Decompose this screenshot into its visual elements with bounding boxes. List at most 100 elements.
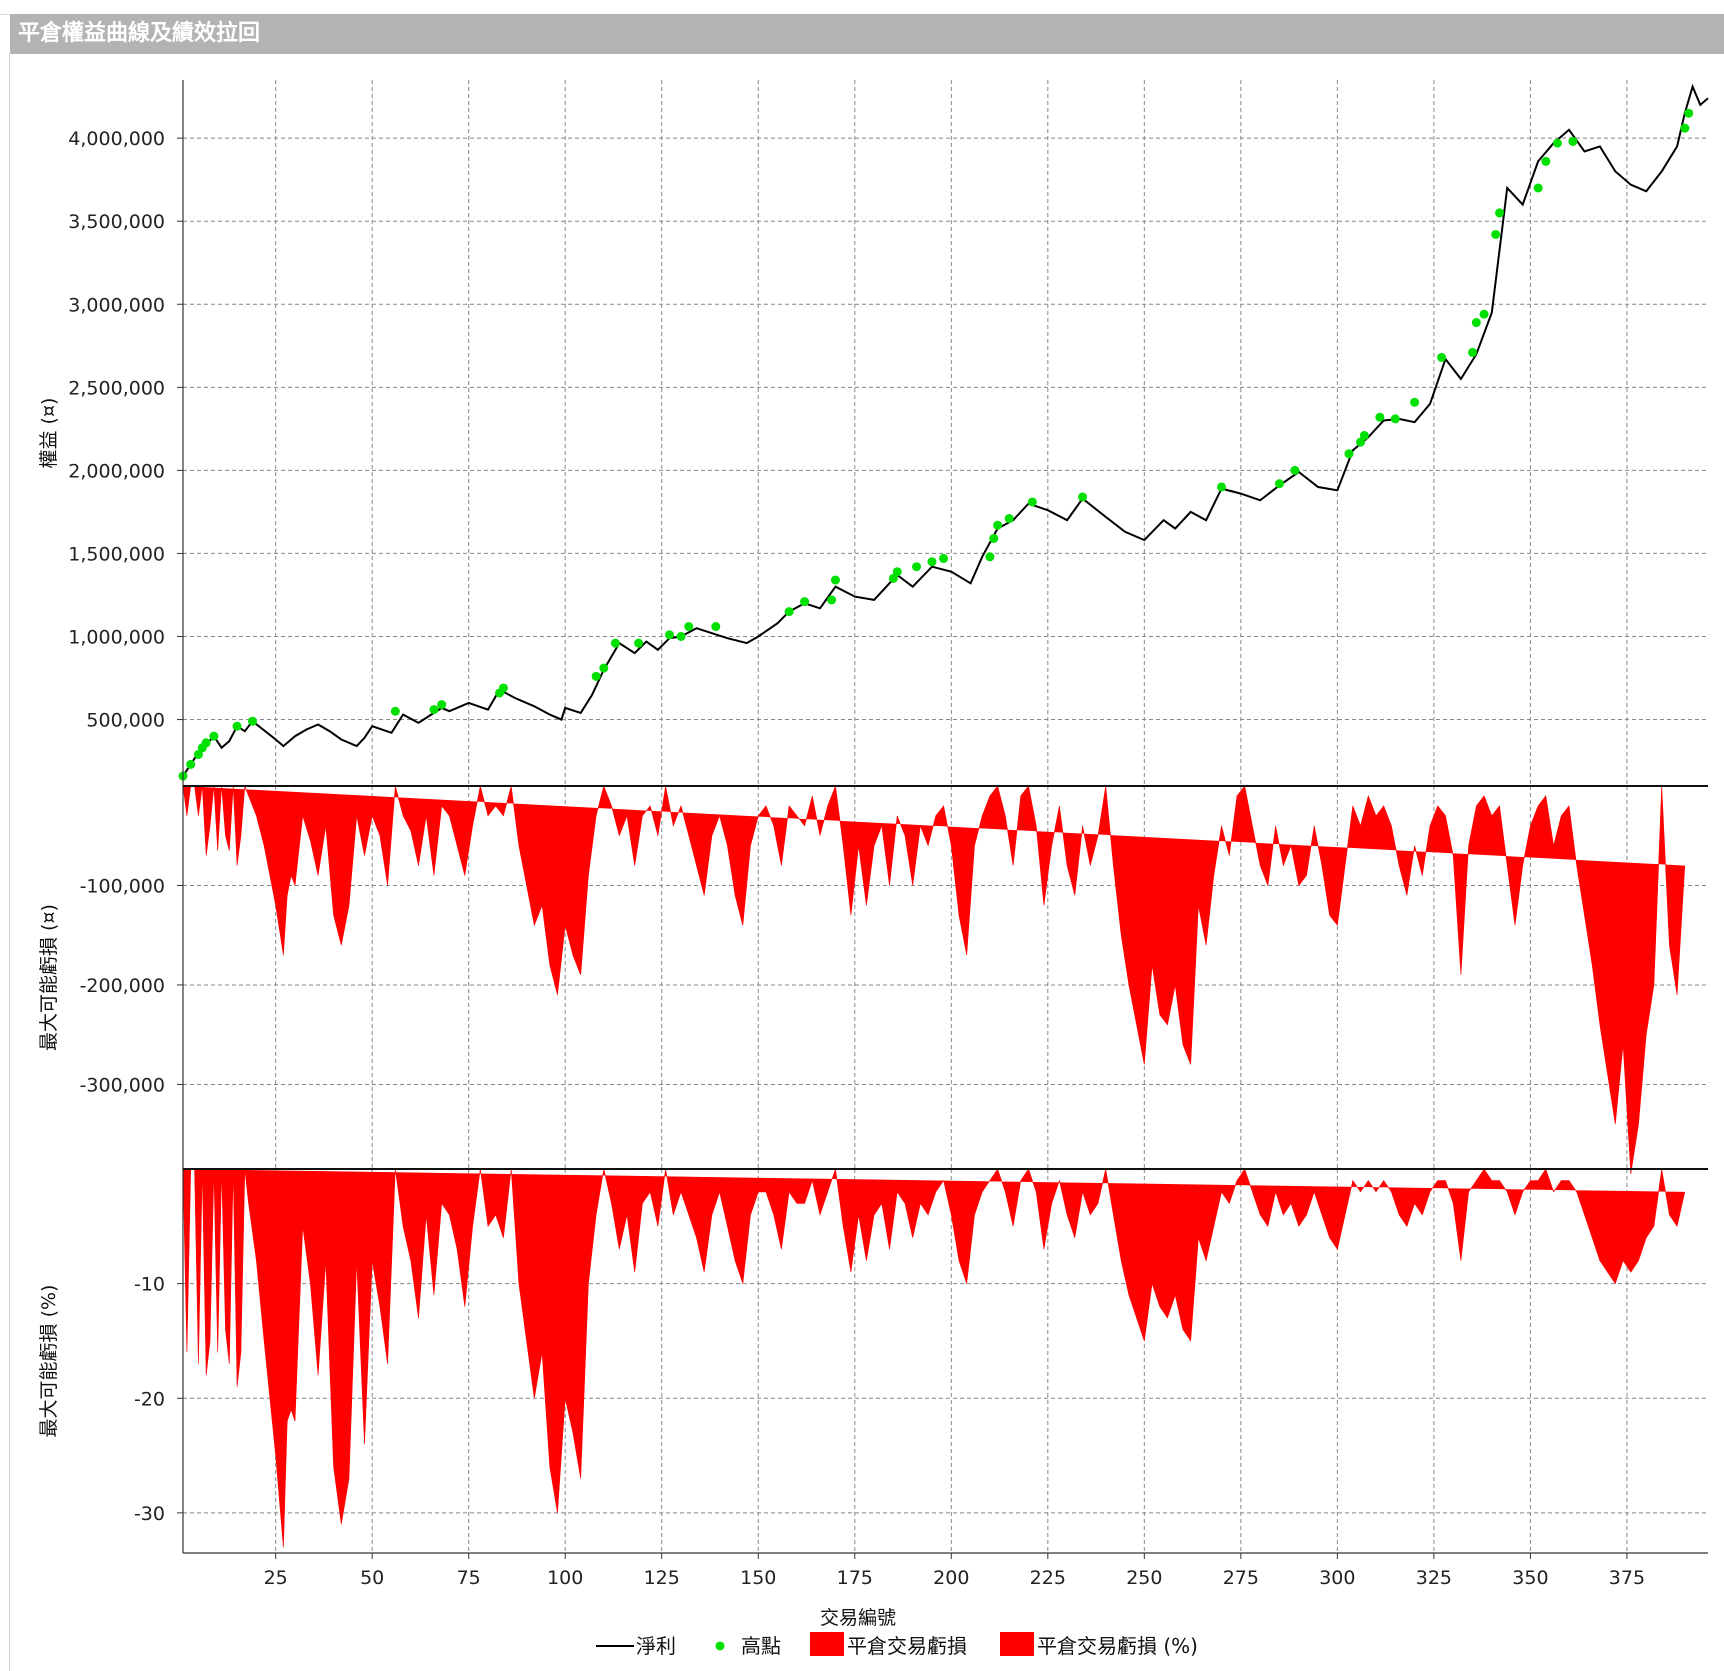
high-point [830, 575, 840, 585]
high-point [1217, 482, 1227, 492]
legend-label: 高點 [741, 1634, 781, 1658]
y-tick-label: -100,000 [80, 875, 165, 897]
high-point [664, 630, 674, 640]
high-point [985, 552, 995, 562]
y-tick-label: 500,000 [86, 710, 165, 732]
high-point [1471, 318, 1481, 328]
high-point [1375, 412, 1385, 422]
x-tick-label: 200 [933, 1567, 969, 1589]
high-point [201, 738, 211, 748]
high-point [939, 553, 949, 563]
y-axis-label: 最大可能虧損 (¤) [38, 904, 60, 1051]
high-point [993, 520, 1003, 530]
high-point [437, 700, 447, 710]
high-point [989, 533, 999, 543]
y-tick-label: 1,000,000 [68, 626, 165, 648]
x-tick-label: 275 [1223, 1567, 1259, 1589]
x-tick-label: 300 [1319, 1567, 1355, 1589]
high-point [390, 706, 400, 716]
high-point [247, 716, 257, 726]
high-point [1552, 138, 1562, 148]
x-axis-label: 交易編號 [820, 1607, 896, 1629]
x-tick-label: 75 [457, 1567, 481, 1589]
y-tick-label: 3,500,000 [68, 211, 165, 233]
drawdown-area [182, 785, 1686, 1175]
high-point [209, 731, 219, 741]
legend: 淨利 高點 平倉交易虧損 平倉交易虧損 (%) [596, 1632, 1198, 1658]
y-tick-label: 1,500,000 [68, 543, 165, 565]
drawdown-areas [182, 785, 1686, 1548]
high-point [1274, 479, 1284, 489]
high-point [1491, 229, 1501, 239]
y-tick-label: -30 [134, 1503, 165, 1525]
y-axis-label: 最大可能虧損 (%) [38, 1285, 60, 1438]
x-tick-label: 175 [837, 1567, 873, 1589]
high-point [827, 595, 837, 605]
high-point [892, 567, 902, 577]
high-point [912, 562, 922, 572]
highs-dots-layer [178, 108, 1694, 781]
x-tick-label: 225 [1030, 1567, 1066, 1589]
high-point [1495, 208, 1505, 218]
x-tick-label: 150 [740, 1567, 776, 1589]
high-point [684, 622, 694, 632]
y-tick-label: 2,500,000 [68, 377, 165, 399]
high-point [498, 683, 508, 693]
legend-label: 平倉交易虧損 [847, 1634, 967, 1658]
high-point [193, 749, 203, 759]
high-point [232, 721, 242, 731]
legend-label: 平倉交易虧損 (%) [1037, 1634, 1198, 1658]
legend-box-swatch [810, 1632, 844, 1656]
drawdown-pct-area [182, 1168, 1686, 1548]
x-tick-label: 325 [1416, 1567, 1452, 1589]
equity-line [182, 83, 1709, 777]
high-point [1290, 465, 1300, 475]
high-point [1344, 449, 1354, 459]
high-point [1027, 497, 1037, 507]
high-point [1004, 514, 1014, 524]
high-point [1467, 347, 1477, 357]
high-point [634, 638, 644, 648]
y-tick-label: -10 [134, 1274, 165, 1296]
high-point [711, 622, 721, 632]
high-point [1541, 156, 1551, 166]
high-point [1390, 414, 1400, 424]
x-tick-label: 250 [1126, 1567, 1162, 1589]
high-point [784, 607, 794, 617]
x-tick-label: 125 [644, 1567, 680, 1589]
high-point [1568, 136, 1578, 146]
x-tick-label: 350 [1512, 1567, 1548, 1589]
high-point [1680, 123, 1690, 133]
high-point [927, 557, 937, 567]
high-point [676, 631, 686, 641]
high-point [186, 759, 196, 769]
high-point [610, 638, 620, 648]
high-point [591, 671, 601, 681]
legend-label: 淨利 [636, 1634, 676, 1658]
high-point [888, 573, 898, 583]
high-point [1437, 352, 1447, 362]
x-tick-label: 100 [547, 1567, 583, 1589]
y-tick-label: 4,000,000 [68, 128, 165, 150]
labels-layer: 500,000 1,000,000 1,500,000 2,000,000 2,500,… [38, 128, 1645, 1629]
y-tick-label: 3,000,000 [68, 294, 165, 316]
window-left-border [9, 54, 10, 1671]
high-point [1078, 492, 1088, 502]
y-tick-label: -300,000 [80, 1074, 165, 1096]
y-axis-label: 權益 (¤) [38, 398, 60, 469]
high-point [1356, 437, 1366, 447]
y-tick-label: -20 [134, 1388, 165, 1410]
high-point [599, 663, 609, 673]
chart-title: 平倉權益曲線及績效拉回 [10, 14, 1724, 54]
y-tick-label: 2,000,000 [68, 460, 165, 482]
x-tick-label: 375 [1609, 1567, 1645, 1589]
high-point [1479, 309, 1489, 319]
high-point [429, 705, 439, 715]
legend-dot-swatch [715, 1641, 725, 1651]
high-point [1410, 397, 1420, 407]
axes-layer [177, 80, 1708, 1559]
y-tick-label: -200,000 [80, 975, 165, 997]
x-tick-label: 50 [360, 1567, 384, 1589]
legend-box-swatch [1000, 1632, 1034, 1656]
